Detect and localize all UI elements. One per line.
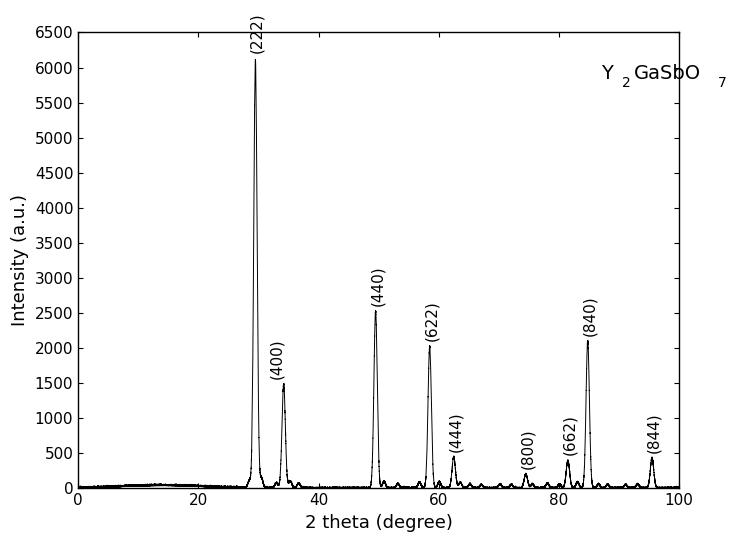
Text: Y: Y: [601, 65, 613, 84]
Text: (440): (440): [370, 266, 385, 306]
X-axis label: 2 theta (degree): 2 theta (degree): [305, 514, 453, 532]
Text: (840): (840): [582, 295, 597, 336]
Text: (444): (444): [448, 412, 463, 452]
Text: (662): (662): [562, 415, 577, 456]
Text: GaSbO: GaSbO: [634, 65, 701, 84]
Text: (222): (222): [250, 13, 265, 54]
Y-axis label: Intensity (a.u.): Intensity (a.u.): [11, 194, 29, 326]
Text: 2: 2: [622, 76, 631, 90]
Text: (622): (622): [424, 300, 439, 341]
Text: (800): (800): [520, 428, 535, 469]
Text: (844): (844): [646, 412, 662, 453]
Text: (400): (400): [269, 338, 284, 379]
Text: 7: 7: [718, 76, 727, 90]
